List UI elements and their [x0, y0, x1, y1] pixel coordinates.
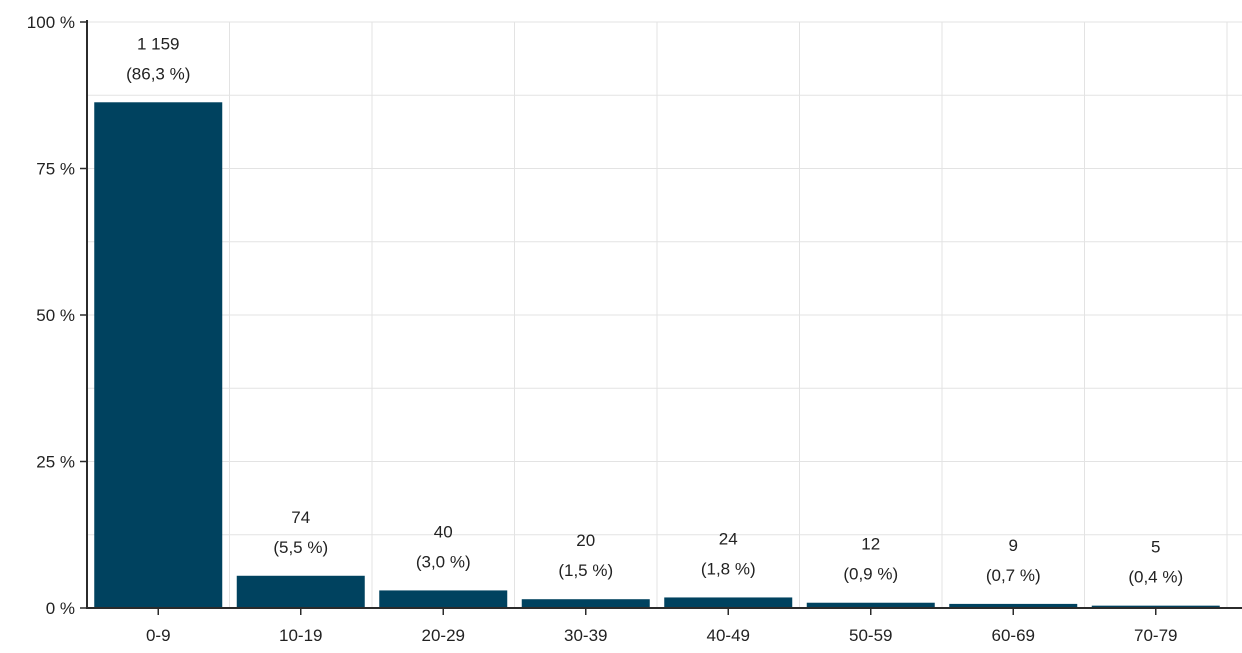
data-label-count: 74 [291, 508, 310, 527]
data-label-count: 20 [576, 531, 595, 550]
y-tick-label: 50 % [36, 306, 75, 325]
data-label-percent: (1,8 %) [701, 559, 756, 578]
data-label-count: 5 [1151, 538, 1160, 557]
x-tick-label: 70-79 [1134, 626, 1177, 645]
y-tick-label: 100 % [27, 13, 75, 32]
bar-20-29 [379, 590, 508, 608]
data-label-count: 40 [434, 522, 453, 541]
data-label-percent: (0,4 %) [1128, 568, 1183, 587]
x-tick-label: 60-69 [992, 626, 1035, 645]
data-label-percent: (0,7 %) [986, 566, 1041, 585]
labels: 0 % 25 % 50 % 75 % 100 % 0-9 10-19 20-29 30-39 40… [27, 13, 1183, 645]
data-label-percent: (5,5 %) [273, 538, 328, 557]
data-label-percent: (3,0 %) [416, 552, 471, 571]
x-tick-label: 10-19 [279, 626, 322, 645]
bar-50-59 [806, 602, 935, 608]
x-tick-label: 0-9 [146, 626, 171, 645]
grid [87, 21, 1242, 609]
data-label-percent: (1,5 %) [558, 561, 613, 580]
x-tick-label: 30-39 [564, 626, 607, 645]
x-tick-label: 40-49 [707, 626, 750, 645]
data-label-percent: (86,3 %) [126, 64, 190, 83]
x-tick-label: 20-29 [422, 626, 465, 645]
y-tick-label: 25 % [36, 453, 75, 472]
bar-10-19 [236, 575, 365, 608]
data-label-count: 12 [861, 535, 880, 554]
x-tick-label: 50-59 [849, 626, 892, 645]
data-label-count: 1 159 [137, 34, 180, 53]
bar-0-9 [94, 102, 223, 609]
bars [94, 102, 1220, 609]
bar-60-69 [949, 603, 1078, 608]
data-label-count: 9 [1009, 536, 1018, 555]
bar-70-79 [1091, 605, 1220, 608]
y-tick-label: 75 % [36, 160, 75, 179]
y-tick-label: 0 % [46, 599, 75, 618]
data-label-percent: (0,9 %) [843, 565, 898, 584]
bar-40-49 [664, 597, 793, 608]
axes [80, 20, 1242, 615]
data-label-count: 24 [719, 529, 738, 548]
bar-30-39 [521, 599, 650, 608]
